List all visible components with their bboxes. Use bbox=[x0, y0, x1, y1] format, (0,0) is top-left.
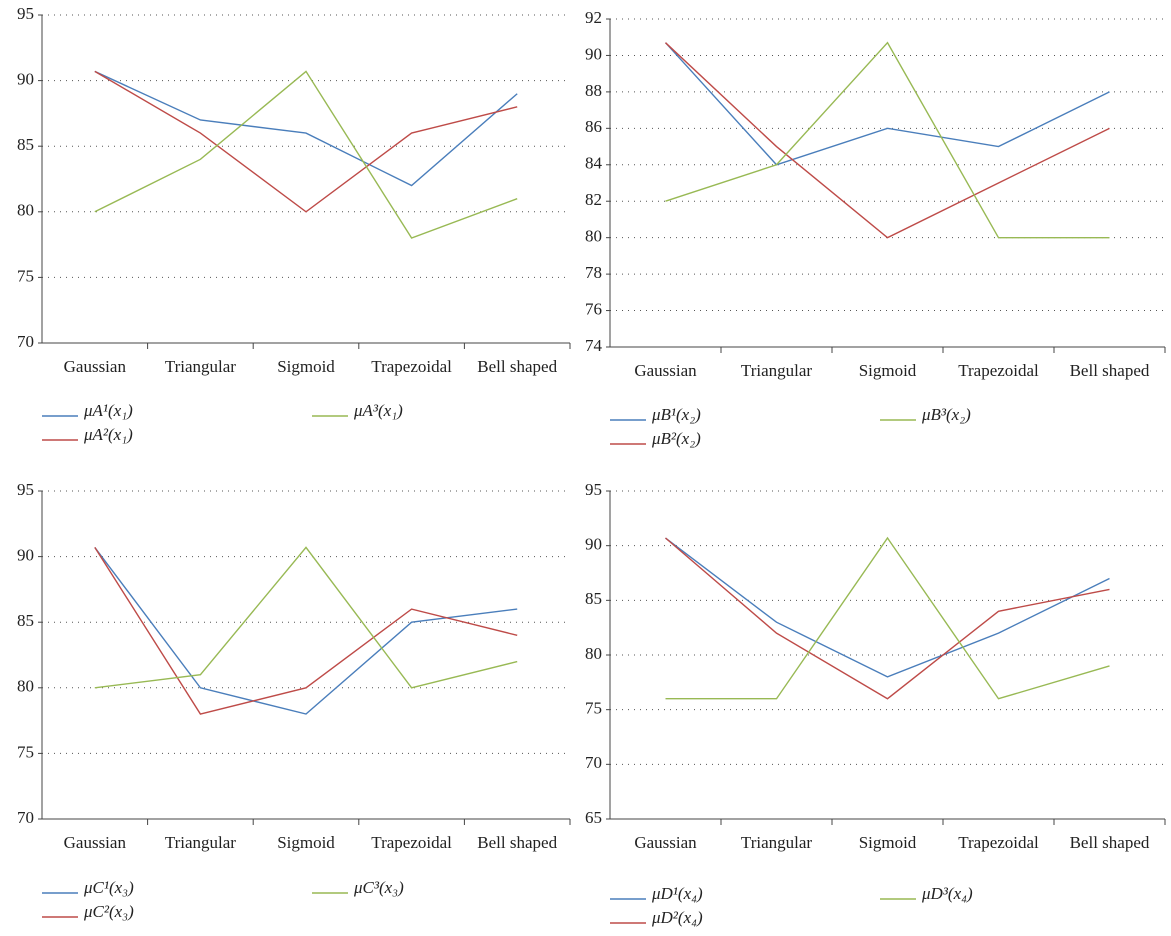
x-tick-label: Bell shaped bbox=[477, 833, 557, 852]
y-tick-label: 85 bbox=[585, 589, 602, 608]
legend-text: μC²(x₃) bbox=[83, 902, 134, 921]
data-line bbox=[94, 546, 518, 715]
y-tick-label: 76 bbox=[585, 299, 602, 318]
data-line bbox=[94, 70, 518, 187]
y-tick-label: 92 bbox=[585, 8, 602, 27]
x-tick-label: Triangular bbox=[165, 357, 236, 376]
legend-text: μD²(x₄) bbox=[651, 908, 703, 927]
legend-text: μC¹(x₃) bbox=[83, 878, 134, 897]
x-tick-label: Trapezoidal bbox=[371, 357, 452, 376]
y-tick-label: 90 bbox=[585, 535, 602, 554]
data-line bbox=[665, 42, 1110, 239]
legend-text: μA³(x₁) bbox=[353, 401, 403, 420]
data-line bbox=[665, 536, 1110, 700]
y-tick-label: 80 bbox=[17, 201, 34, 220]
data-line bbox=[94, 70, 518, 239]
data-line bbox=[664, 42, 1110, 166]
x-tick-label: Triangular bbox=[165, 833, 236, 852]
x-tick-label: Sigmoid bbox=[277, 357, 335, 376]
y-tick-label: 75 bbox=[585, 699, 602, 718]
y-tick-label: 80 bbox=[585, 644, 602, 663]
x-tick-label: Gaussian bbox=[634, 833, 697, 852]
legend-text: μA¹(x₁) bbox=[83, 401, 133, 420]
y-tick-label: 70 bbox=[17, 808, 34, 827]
x-tick-label: Bell shaped bbox=[1070, 833, 1150, 852]
y-tick-label: 90 bbox=[585, 44, 602, 63]
data-line bbox=[94, 70, 518, 213]
legend-text: μB¹(x₂) bbox=[651, 405, 701, 424]
y-tick-label: 65 bbox=[585, 808, 602, 827]
y-tick-label: 78 bbox=[585, 263, 602, 282]
data-line bbox=[94, 546, 518, 689]
x-tick-label: Bell shaped bbox=[477, 357, 557, 376]
y-tick-label: 80 bbox=[17, 677, 34, 696]
y-tick-label: 90 bbox=[17, 546, 34, 565]
x-tick-label: Trapezoidal bbox=[371, 833, 452, 852]
y-tick-label: 75 bbox=[17, 266, 34, 285]
legend-text: μB³(x₂) bbox=[921, 405, 971, 424]
legend-text: μD¹(x₄) bbox=[651, 884, 703, 903]
y-tick-label: 86 bbox=[585, 117, 602, 136]
x-tick-label: Bell shaped bbox=[1070, 361, 1150, 380]
x-tick-label: Gaussian bbox=[634, 361, 697, 380]
y-tick-label: 85 bbox=[17, 135, 34, 154]
legend-text: μA²(x₁) bbox=[83, 425, 133, 444]
x-tick-label: Sigmoid bbox=[859, 361, 917, 380]
y-tick-label: 74 bbox=[585, 336, 603, 355]
data-line bbox=[665, 41, 1110, 239]
legend-text: μC³(x₃) bbox=[353, 878, 404, 897]
x-tick-label: Trapezoidal bbox=[958, 833, 1039, 852]
y-tick-label: 82 bbox=[585, 190, 602, 209]
y-tick-label: 85 bbox=[17, 611, 34, 630]
x-tick-label: Gaussian bbox=[64, 833, 127, 852]
y-tick-label: 75 bbox=[17, 742, 34, 761]
data-line bbox=[94, 547, 518, 715]
y-tick-label: 95 bbox=[585, 480, 602, 499]
y-tick-label: 84 bbox=[585, 154, 603, 173]
y-tick-label: 70 bbox=[17, 332, 34, 351]
x-tick-label: Sigmoid bbox=[859, 833, 917, 852]
y-tick-label: 95 bbox=[17, 4, 34, 23]
legend-text: μB²(x₂) bbox=[651, 429, 701, 448]
data-line bbox=[665, 537, 1110, 700]
y-tick-label: 95 bbox=[17, 480, 34, 499]
y-tick-label: 88 bbox=[585, 81, 602, 100]
x-tick-label: Sigmoid bbox=[277, 833, 335, 852]
x-tick-label: Gaussian bbox=[64, 357, 127, 376]
x-tick-label: Triangular bbox=[741, 361, 812, 380]
y-tick-label: 90 bbox=[17, 70, 34, 89]
x-tick-label: Trapezoidal bbox=[958, 361, 1039, 380]
y-tick-label: 70 bbox=[585, 753, 602, 772]
data-line bbox=[665, 537, 1110, 678]
y-tick-label: 80 bbox=[585, 227, 602, 246]
x-tick-label: Triangular bbox=[741, 833, 812, 852]
legend-text: μD³(x₄) bbox=[921, 884, 973, 903]
